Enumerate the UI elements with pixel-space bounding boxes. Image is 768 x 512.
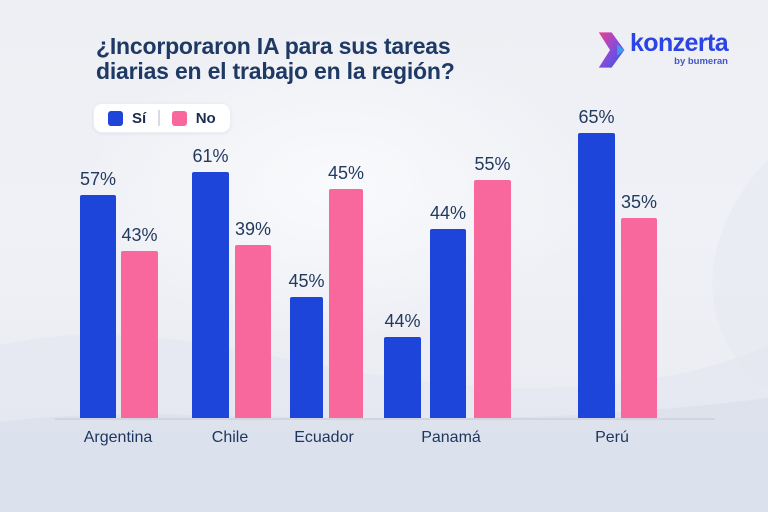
page-title-line2: diarias en el trabajo en la región? [96,58,455,84]
bar-value-label: 39% [234,219,272,239]
bar-si [578,133,615,418]
legend-divider [158,110,160,126]
axis-label: Chile [211,429,249,446]
legend-label: No [195,109,216,127]
axis-label: Argentina [83,429,153,446]
bar-value-label: 57% [79,169,117,189]
axis-label: Ecuador [294,429,354,446]
bar-value-label: 45% [288,271,325,291]
bar-si [384,337,421,418]
x-axis-line [55,418,715,420]
bar-no [235,245,271,418]
bar-value-label: 61% [192,146,229,166]
legend-swatch-no [171,110,187,126]
page-title: ¿Incorporaron IA para sus tareas diarias… [96,34,455,84]
konzerta-logo: konzerta by bumeran [594,29,729,68]
page-title-line1: ¿Incorporaron IA para sus tareas [96,33,451,59]
legend-label: Sí [132,109,147,127]
bar-value-label: 55% [474,154,511,174]
axis-label: Perú [595,429,629,446]
bar-no [621,218,657,418]
bar-value-label: 65% [578,107,615,127]
legend-swatch-si [108,110,123,126]
bar-si [290,297,323,418]
konzerta-chevron-icon [598,32,625,68]
bar-si [430,229,466,418]
bar-value-label: 44% [384,311,421,331]
bar-si [80,195,116,418]
chart-legend: Sí No [93,103,231,133]
logo-byline-text: by bumeran [674,56,728,67]
axis-label: Panamá [421,429,481,446]
bar-si [192,172,229,418]
bar-no [474,180,511,418]
bar-value-label: 43% [121,225,158,245]
bar-value-label: 35% [620,192,658,212]
logo-brand-text: konzerta [629,29,729,57]
bar-value-label: 45% [327,163,365,183]
bar-value-label: 44% [429,203,467,223]
bar-no [329,189,363,418]
bar-no [121,251,158,418]
logo-text: konzerta by bumeran [629,29,729,67]
